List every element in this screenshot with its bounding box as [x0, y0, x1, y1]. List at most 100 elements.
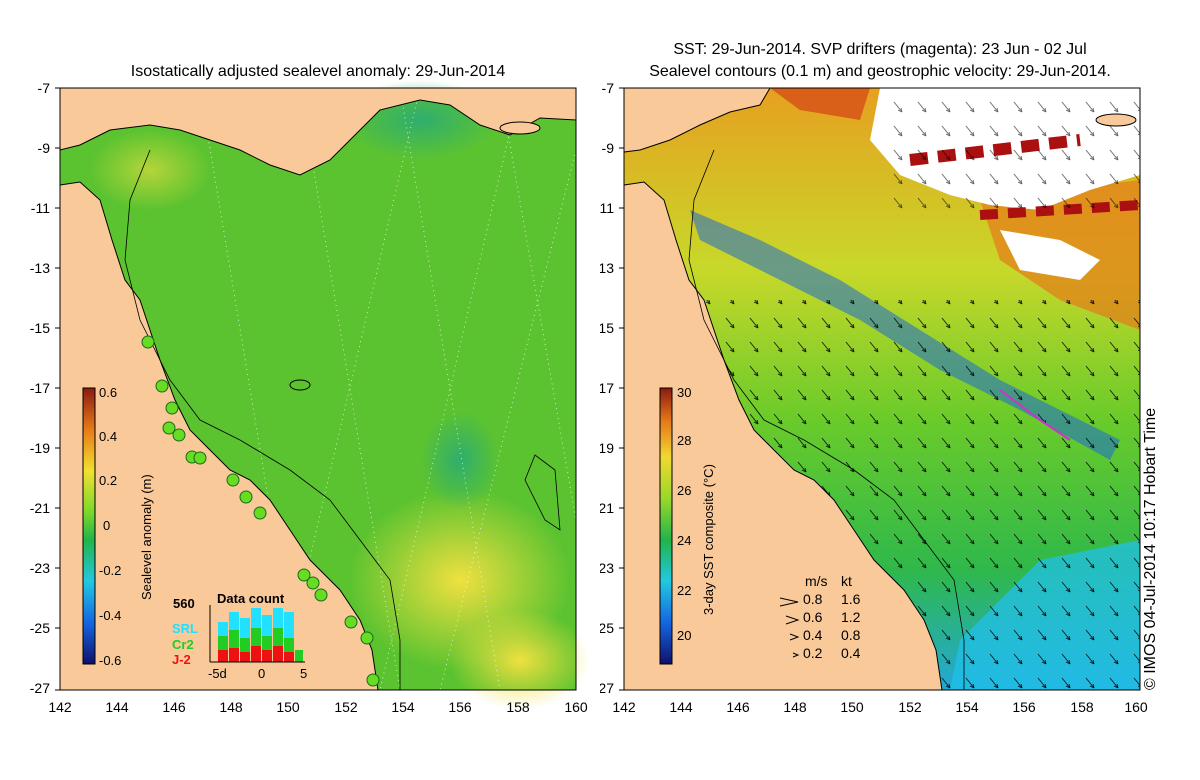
y-tick-label: -19 — [600, 440, 614, 456]
map-frame — [623, 87, 1141, 691]
colorbar-tick: 28 — [677, 433, 691, 448]
legend-srl: SRL — [172, 621, 198, 636]
sst-colorbar — [659, 387, 673, 665]
x-tick-label: 152 — [898, 699, 922, 715]
right-panel-title-line2: Sealevel contours (0.1 m) and geostrophi… — [649, 63, 1111, 80]
x-tick-label: 148 — [783, 699, 807, 715]
x-tick-label: 154 — [955, 699, 979, 715]
colorbar-tick: -0.4 — [99, 608, 121, 623]
x-tick-label: 156 — [448, 699, 472, 715]
reef-contour — [524, 454, 561, 531]
x-tick-label: 146 — [162, 699, 186, 715]
y-tick-label: -15 — [600, 320, 614, 336]
colorbar-tick: -0.6 — [99, 653, 121, 668]
hist-x-tick: 5 — [300, 666, 307, 681]
sla-colorbar-ticks: 0.6 0.4 0.2 0 -0.2 -0.4 -0.6 — [99, 385, 121, 668]
warm-coast — [770, 88, 870, 120]
x-tick-label: 150 — [840, 699, 864, 715]
colorbar-tick: 20 — [677, 628, 691, 643]
velocity-legend-ms: 0.8 — [803, 591, 823, 607]
y-tick-label: -17 — [600, 380, 614, 396]
anomaly-low-region — [420, 410, 500, 510]
colorbar-tick: 0 — [103, 518, 110, 533]
land-island — [1095, 113, 1137, 127]
anomaly-high-region — [90, 130, 210, 210]
y-tick-label: -23 — [600, 560, 614, 576]
y-tick-label: -13 — [30, 260, 50, 276]
x-tick-label: 152 — [334, 699, 358, 715]
y-tick-label: -21 — [600, 500, 614, 516]
data-count-title: Data count — [217, 591, 285, 606]
y-tick-label: -7 — [38, 80, 51, 96]
sst-map: -7 -9 -11 -13 -15 -17 -19 -21 -23 -25 -2… — [600, 80, 1148, 715]
x-tick-label: 144 — [105, 699, 129, 715]
land-png — [623, 87, 771, 153]
y-tick-label: -23 — [30, 560, 50, 576]
y-tick-label: -17 — [30, 380, 50, 396]
colorbar-tick: 0.2 — [99, 473, 117, 488]
colorbar-tick: 22 — [677, 583, 691, 598]
velocity-legend-kt: 1.6 — [841, 591, 861, 607]
y-axis: -7 -9 -11 -13 -15 -17 -19 -21 -23 -25 -2… — [30, 80, 50, 696]
velocity-legend-header-ms: m/s — [805, 573, 828, 589]
y-tick-label: -19 — [30, 440, 50, 456]
cloud-cover — [1000, 230, 1100, 280]
sla-colorbar-label: Sealevel anomaly (m) — [139, 474, 154, 600]
velocity-legend: m/s kt 0.8 1.6 0.6 1.2 0.4 0.8 0.2 0.4 — [779, 573, 861, 661]
sst-colorbar-ticks: 30 28 26 24 22 20 — [677, 385, 691, 643]
colorbar-tick: -0.2 — [99, 563, 121, 578]
colorbar-tick: 0.4 — [99, 429, 117, 444]
colorbar-tick: 0.6 — [99, 385, 117, 400]
x-tick-label: 150 — [276, 699, 300, 715]
y-tick-label: -9 — [38, 140, 51, 156]
data-count-max: 560 — [173, 596, 195, 611]
hist-x-tick: 0 — [258, 666, 265, 681]
x-tick-label: 156 — [1012, 699, 1036, 715]
anomaly-high-region — [450, 610, 590, 710]
y-tick-label: -25 — [30, 620, 50, 636]
y-tick-label: -27 — [30, 680, 50, 696]
land-island — [289, 379, 311, 391]
y-tick-label: -11 — [600, 200, 614, 216]
x-tick-label: 154 — [391, 699, 415, 715]
y-tick-label: -21 — [30, 500, 50, 516]
left-panel-title: Isostatically adjusted sealevel anomaly:… — [130, 63, 506, 80]
hist-x-tick: -5d — [208, 666, 227, 681]
sst-colorbar-label: 3-day SST composite (°C) — [701, 464, 716, 615]
velocity-legend-kt: 1.2 — [841, 609, 861, 625]
x-tick-label: 142 — [612, 699, 636, 715]
x-tick-label: 148 — [219, 699, 243, 715]
map-frame — [59, 87, 577, 691]
y-tick-label: -9 — [602, 140, 615, 156]
y-tick-label: -27 — [600, 680, 614, 696]
drifter-track — [999, 389, 1071, 441]
x-tick-label: 142 — [48, 699, 72, 715]
velocity-legend-kt: 0.4 — [841, 645, 861, 661]
colorbar-tick: 24 — [677, 533, 691, 548]
y-tick-label: -25 — [600, 620, 614, 636]
velocity-legend-header-kt: kt — [841, 573, 852, 589]
legend-j2: J-2 — [172, 652, 191, 667]
y-tick-label: -11 — [31, 200, 50, 216]
right-panel-title-line1: SST: 29-Jun-2014. SVP drifters (magenta)… — [673, 41, 1087, 58]
colorbar-tick: 26 — [677, 483, 691, 498]
data-count-inset: 560 Data count SRL Cr2 J-2 -5d 0 5 — [172, 591, 307, 681]
legend-cr2: Cr2 — [172, 637, 194, 652]
x-tick-label: 160 — [564, 699, 588, 715]
geostrophic-velocity-arrows — [880, 90, 1140, 210]
y-tick-label: -15 — [30, 320, 50, 336]
velocity-legend-ms: 0.4 — [803, 627, 823, 643]
velocity-legend-ms: 0.2 — [803, 645, 823, 661]
credit-text: © IMOS 04-Jul-2014 10:17 Hobart Time — [1142, 407, 1159, 690]
land-island — [499, 121, 541, 135]
velocity-legend-kt: 0.8 — [841, 627, 861, 643]
tide-gauge-markers — [141, 335, 380, 687]
x-axis: 142 144 146 148 150 152 154 156 158 160 — [612, 699, 1148, 715]
y-axis: -7 -9 -11 -13 -15 -17 -19 -21 -23 -25 -2… — [600, 80, 614, 696]
x-tick-label: 144 — [669, 699, 693, 715]
satellite-tracks — [199, 87, 577, 691]
x-tick-label: 160 — [1124, 699, 1148, 715]
velocity-legend-ms: 0.6 — [803, 609, 823, 625]
x-axis: 142 144 146 148 150 152 154 156 158 160 — [48, 699, 588, 715]
y-tick-label: -7 — [602, 80, 615, 96]
